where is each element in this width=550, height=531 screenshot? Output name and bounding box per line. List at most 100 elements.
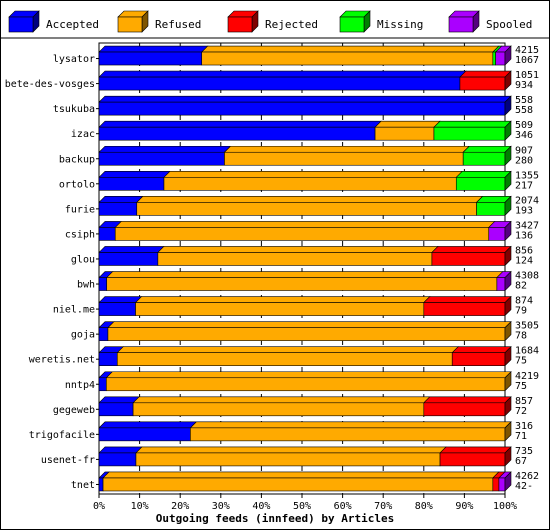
data-label-total: 316 [515, 421, 533, 432]
bar [98, 252, 159, 266]
bar [488, 227, 506, 241]
bar-side [504, 345, 512, 367]
bar-top [98, 171, 171, 178]
bar-segment-spooled [496, 270, 512, 292]
bar-segment-accepted [98, 446, 143, 467]
legend-item-accepted: Accepted [8, 10, 99, 33]
bar-top [116, 346, 459, 353]
bar-segment-refused [374, 120, 441, 141]
bar [98, 101, 506, 116]
bar-segment-refused [116, 346, 459, 366]
bar [433, 126, 506, 141]
data-label-accepted: 346 [515, 130, 533, 141]
legend-label: Spooled [486, 18, 532, 31]
bar-segment-refused [105, 271, 504, 291]
bar-segment-accepted [98, 221, 122, 241]
data-label-accepted: 217 [515, 180, 533, 191]
bar-top [98, 70, 467, 78]
bar-segment-refused [135, 446, 447, 467]
bar-side [504, 295, 512, 317]
bar-top [98, 421, 198, 429]
bar [136, 202, 477, 216]
category-label: nntp4 [65, 380, 95, 391]
bar-top [374, 120, 441, 128]
bar-top [98, 120, 382, 128]
bar-segment-refused [223, 145, 470, 166]
bar-side [504, 195, 512, 217]
bar [98, 202, 138, 216]
data-label-total: 4219 [515, 371, 539, 382]
data-label-accepted: 78 [515, 331, 527, 342]
data-label-accepted: 136 [515, 230, 533, 241]
bar-segment-refused [114, 221, 496, 241]
legend-swatch [117, 16, 143, 33]
bar-segment-accepted [98, 246, 165, 266]
bar [224, 151, 464, 166]
bar-top [98, 396, 140, 404]
bar-side [504, 245, 512, 267]
bar [98, 402, 134, 417]
bar-top [98, 145, 232, 153]
data-label-total: 4215 [515, 45, 539, 56]
bar [423, 402, 506, 417]
legend-label: Refused [155, 18, 201, 31]
bar-segment-accepted [98, 396, 140, 417]
bar [98, 477, 104, 492]
bar-top [98, 95, 512, 103]
category-label: niel.me [53, 305, 95, 316]
data-label-accepted: 82 [515, 281, 527, 292]
category-label: trigofacile [29, 430, 95, 441]
bar-segment-accepted [98, 45, 209, 66]
category-label: lysator [53, 54, 95, 65]
legend-swatch [8, 16, 34, 33]
x-tick-label: 80% [415, 501, 433, 512]
bar-top [135, 446, 447, 454]
bar-segment-spooled [494, 45, 512, 66]
data-label-accepted: 67 [515, 456, 527, 467]
x-tick-label: 60% [334, 501, 352, 512]
bar-segment-missing [433, 120, 512, 141]
bar-top [157, 246, 439, 253]
bar [495, 51, 506, 66]
bar-side [504, 446, 512, 467]
x-tick-label: 50% [293, 501, 311, 512]
bar [451, 352, 506, 366]
bar [98, 277, 108, 291]
data-label-accepted: 558 [515, 105, 533, 116]
bar-top [455, 171, 512, 178]
bar [439, 452, 506, 467]
data-label-accepted: 75 [515, 381, 527, 392]
bar-top [451, 346, 512, 353]
category-label: tnet [71, 480, 95, 491]
bar [462, 151, 506, 166]
bar-top [423, 396, 512, 404]
bar [431, 252, 506, 266]
bar-segment-rejected [423, 295, 512, 317]
data-label-total: 4262 [515, 471, 539, 482]
data-label-total: 2074 [515, 195, 539, 206]
bar [106, 377, 506, 392]
bar [190, 427, 506, 442]
bar [106, 277, 498, 291]
x-tick-label: 20% [171, 501, 189, 512]
bar-segment-accepted [98, 421, 198, 442]
data-label-total: 1684 [515, 346, 539, 357]
bar-segment-rejected [423, 396, 512, 417]
data-label-accepted: 193 [515, 205, 533, 216]
bar [102, 477, 494, 492]
data-label-total: 558 [515, 95, 533, 106]
data-label-total: 856 [515, 245, 533, 256]
data-label-total: 874 [515, 296, 533, 307]
bar [114, 227, 490, 241]
data-label-total: 3427 [515, 220, 539, 231]
category-label: glou [71, 254, 95, 265]
